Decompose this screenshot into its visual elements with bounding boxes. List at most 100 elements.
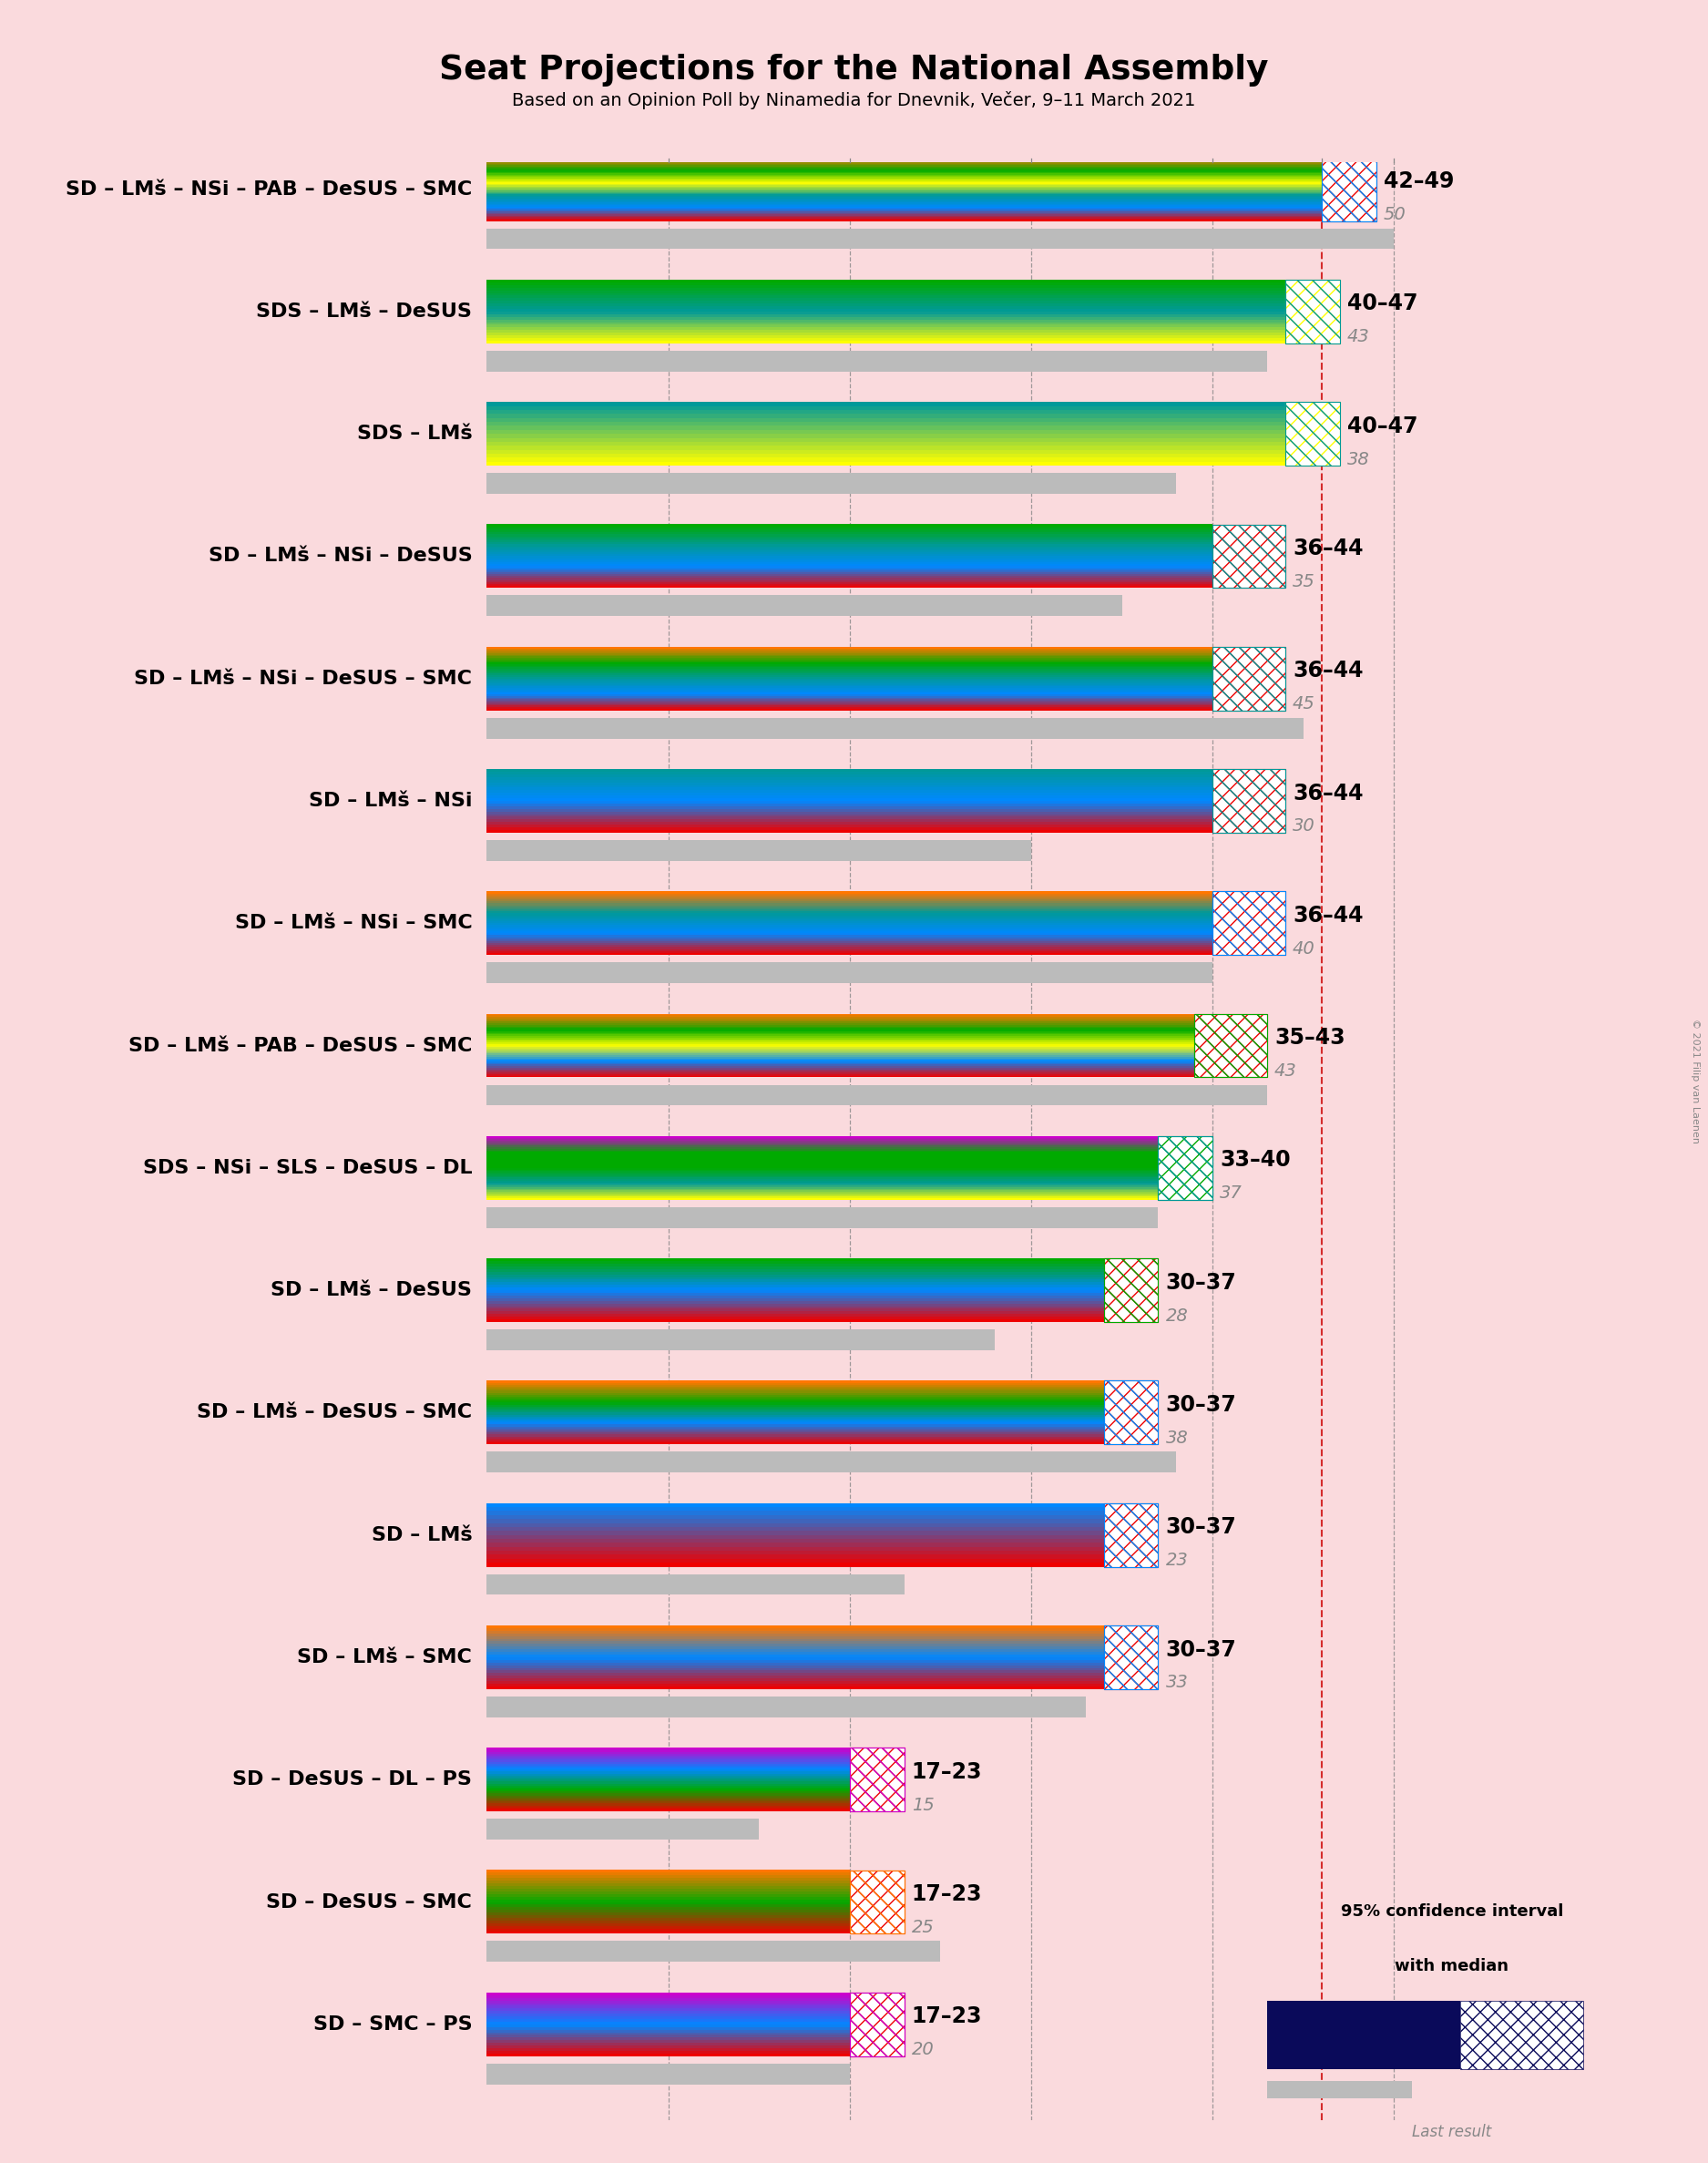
Bar — [487, 1871, 851, 1873]
Bar — [487, 1687, 1103, 1689]
Bar — [487, 826, 1213, 831]
Bar — [487, 1518, 1103, 1523]
Bar — [487, 437, 1286, 441]
Bar — [487, 2029, 851, 2033]
Bar — [487, 1551, 1103, 1555]
Bar — [487, 2005, 851, 2009]
Bar — [487, 1330, 994, 1350]
Bar — [487, 1672, 1103, 1676]
Bar — [487, 1512, 1103, 1514]
Bar — [487, 1999, 851, 2001]
Bar — [487, 333, 1286, 335]
Bar — [1213, 770, 1286, 833]
Bar — [487, 2035, 851, 2038]
Bar — [487, 474, 1177, 493]
Text: 33: 33 — [1165, 1674, 1189, 1691]
Bar — [487, 331, 1286, 333]
Bar — [487, 595, 1122, 616]
Bar — [487, 1886, 851, 1888]
Bar — [487, 1263, 1103, 1265]
Bar — [487, 286, 1286, 288]
Text: SD – LMš – DeSUS: SD – LMš – DeSUS — [272, 1280, 471, 1300]
Bar — [1103, 1259, 1158, 1322]
Bar — [487, 1899, 851, 1901]
Bar — [487, 290, 1286, 292]
Bar — [487, 1880, 851, 1884]
Text: 42–49: 42–49 — [1383, 171, 1454, 193]
Bar — [487, 1655, 1103, 1657]
Bar — [1267, 2001, 1460, 2068]
Text: 30–37: 30–37 — [1165, 1393, 1237, 1417]
Bar — [1286, 402, 1339, 465]
Text: Based on an Opinion Poll by Ninamedia for Dnevnik, Večer, 9–11 March 2021: Based on an Opinion Poll by Ninamedia fo… — [512, 91, 1196, 108]
Bar — [487, 2040, 851, 2042]
Bar — [487, 2053, 851, 2057]
Bar — [487, 409, 1286, 413]
Bar — [487, 1653, 1103, 1655]
Bar — [851, 1748, 904, 1810]
Bar — [487, 1919, 851, 1921]
Bar — [487, 1207, 1158, 1229]
Bar — [487, 426, 1286, 430]
Bar — [487, 1666, 1103, 1668]
Text: 28: 28 — [1165, 1306, 1189, 1324]
Bar — [1103, 1624, 1158, 1689]
Bar — [487, 407, 1286, 411]
Bar — [487, 1304, 1103, 1306]
Bar — [487, 1873, 851, 1875]
Bar — [1460, 2001, 1583, 2068]
Bar — [487, 229, 1394, 249]
Bar — [487, 1629, 1103, 1631]
Bar — [487, 1538, 1103, 1542]
Bar — [1213, 891, 1286, 956]
Bar — [1213, 770, 1286, 833]
Text: 36–44: 36–44 — [1293, 783, 1363, 805]
Bar — [487, 1678, 1103, 1681]
Bar — [487, 350, 1267, 372]
Text: 30–37: 30–37 — [1165, 1272, 1237, 1293]
Bar — [487, 279, 1286, 283]
Bar — [487, 777, 1213, 779]
Bar — [851, 1992, 904, 2057]
Bar — [487, 417, 1286, 422]
Bar — [487, 422, 1286, 426]
Bar — [1194, 1014, 1267, 1077]
Bar — [487, 1309, 1103, 1311]
Bar — [487, 2016, 851, 2018]
Text: 43: 43 — [1274, 1062, 1296, 1079]
Bar — [487, 301, 1286, 303]
Bar — [487, 459, 1286, 461]
Bar — [487, 1923, 851, 1925]
Bar — [487, 454, 1286, 459]
Bar — [487, 316, 1286, 320]
Bar — [487, 831, 1213, 833]
Bar — [487, 2025, 851, 2027]
Bar — [487, 1912, 851, 1914]
Bar — [487, 1306, 1103, 1309]
Bar — [487, 1289, 1103, 1293]
Bar — [851, 1871, 904, 1934]
Bar — [487, 802, 1213, 807]
Bar — [487, 1624, 1103, 1629]
Bar — [487, 435, 1286, 437]
Bar — [487, 1270, 1103, 1272]
Text: 38: 38 — [1165, 1430, 1189, 1447]
Bar — [487, 2051, 851, 2053]
Bar — [487, 2046, 851, 2048]
Bar — [487, 1877, 851, 1882]
Bar — [487, 298, 1286, 301]
Bar — [487, 2022, 851, 2025]
Bar — [487, 1633, 1103, 1635]
Bar — [487, 2007, 851, 2012]
Bar — [487, 281, 1286, 286]
Bar — [487, 1888, 851, 1890]
Bar — [487, 1451, 1177, 1473]
Text: SD – LMš – SMC: SD – LMš – SMC — [297, 1648, 471, 1666]
Bar — [487, 811, 1213, 813]
Bar — [487, 309, 1286, 311]
Bar — [1213, 647, 1286, 709]
Bar — [1103, 1503, 1158, 1566]
Text: 23: 23 — [1165, 1551, 1189, 1568]
Bar — [487, 2001, 851, 2003]
Bar — [487, 2038, 851, 2040]
